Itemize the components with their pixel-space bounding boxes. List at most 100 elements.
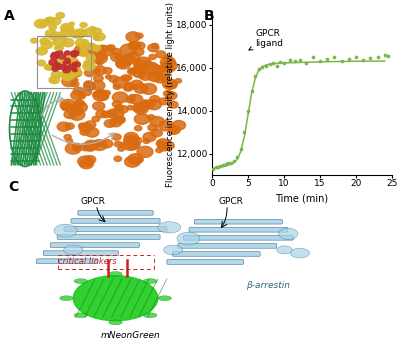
Ellipse shape [159, 121, 174, 131]
Ellipse shape [135, 57, 151, 68]
Point [214, 164, 221, 170]
Ellipse shape [82, 40, 88, 44]
Ellipse shape [70, 59, 78, 65]
Ellipse shape [80, 23, 87, 27]
Ellipse shape [106, 110, 117, 117]
Ellipse shape [106, 75, 112, 79]
Ellipse shape [78, 156, 93, 167]
Ellipse shape [97, 90, 107, 97]
Ellipse shape [57, 32, 63, 36]
Ellipse shape [147, 99, 161, 110]
Ellipse shape [76, 39, 86, 46]
Point [220, 162, 226, 168]
Ellipse shape [94, 33, 105, 41]
Ellipse shape [84, 90, 91, 96]
Ellipse shape [63, 71, 75, 79]
Ellipse shape [144, 279, 157, 284]
Ellipse shape [88, 46, 94, 50]
Ellipse shape [72, 143, 81, 149]
FancyBboxPatch shape [178, 244, 277, 248]
Ellipse shape [65, 60, 75, 67]
Ellipse shape [61, 26, 74, 35]
Ellipse shape [126, 32, 140, 42]
Ellipse shape [36, 47, 47, 55]
Ellipse shape [139, 71, 152, 80]
Ellipse shape [111, 53, 123, 62]
Ellipse shape [72, 54, 76, 57]
Ellipse shape [79, 50, 88, 56]
Ellipse shape [92, 52, 107, 64]
Ellipse shape [53, 37, 66, 46]
Ellipse shape [66, 69, 77, 77]
Ellipse shape [67, 61, 70, 63]
Ellipse shape [156, 70, 170, 80]
Ellipse shape [166, 92, 177, 100]
Ellipse shape [63, 67, 70, 73]
Ellipse shape [124, 85, 132, 91]
Y-axis label: Fluorescence intensity (relative light units): Fluorescence intensity (relative light u… [166, 2, 175, 187]
Point [338, 58, 345, 64]
Ellipse shape [62, 74, 73, 80]
Ellipse shape [130, 80, 143, 89]
Ellipse shape [60, 296, 73, 301]
Ellipse shape [50, 33, 61, 40]
Ellipse shape [143, 139, 150, 143]
Ellipse shape [61, 35, 66, 38]
Ellipse shape [93, 69, 100, 74]
Ellipse shape [74, 30, 85, 38]
Ellipse shape [148, 44, 159, 52]
Point [212, 165, 219, 170]
Ellipse shape [109, 272, 122, 276]
Ellipse shape [56, 45, 63, 50]
X-axis label: Time (min): Time (min) [276, 194, 328, 204]
Ellipse shape [85, 45, 98, 54]
Ellipse shape [175, 79, 182, 83]
Ellipse shape [68, 62, 79, 69]
Ellipse shape [113, 84, 120, 89]
Ellipse shape [126, 52, 140, 62]
Ellipse shape [129, 69, 135, 73]
Ellipse shape [122, 139, 138, 150]
Ellipse shape [64, 111, 76, 119]
Ellipse shape [109, 76, 118, 82]
Ellipse shape [68, 64, 73, 68]
Ellipse shape [70, 78, 78, 83]
Ellipse shape [134, 42, 145, 49]
Point [353, 55, 359, 60]
Text: GPCR
ligand: GPCR ligand [249, 29, 283, 50]
Ellipse shape [60, 99, 76, 111]
Ellipse shape [62, 77, 76, 86]
Ellipse shape [71, 66, 76, 70]
Point [222, 161, 229, 167]
Ellipse shape [132, 137, 142, 144]
Text: critical linkers: critical linkers [58, 257, 117, 266]
Ellipse shape [92, 116, 100, 121]
Ellipse shape [73, 87, 84, 95]
Text: mNeonGreen: mNeonGreen [101, 331, 161, 340]
Ellipse shape [164, 245, 183, 255]
Ellipse shape [150, 96, 160, 103]
Ellipse shape [160, 75, 167, 80]
Ellipse shape [64, 67, 68, 70]
Ellipse shape [49, 61, 62, 69]
Ellipse shape [141, 84, 156, 94]
Ellipse shape [74, 279, 88, 284]
Ellipse shape [53, 52, 59, 57]
Ellipse shape [134, 63, 148, 73]
FancyBboxPatch shape [184, 236, 293, 240]
Ellipse shape [144, 61, 151, 66]
Ellipse shape [31, 38, 38, 43]
FancyBboxPatch shape [43, 251, 118, 256]
Ellipse shape [279, 228, 298, 239]
Ellipse shape [52, 34, 58, 38]
Ellipse shape [41, 41, 53, 49]
Point [292, 58, 298, 64]
Point [245, 108, 251, 113]
Ellipse shape [40, 22, 48, 27]
Ellipse shape [134, 103, 147, 112]
Ellipse shape [143, 132, 156, 141]
Ellipse shape [52, 66, 58, 71]
Ellipse shape [144, 313, 157, 318]
Ellipse shape [277, 246, 292, 254]
Ellipse shape [93, 66, 106, 75]
